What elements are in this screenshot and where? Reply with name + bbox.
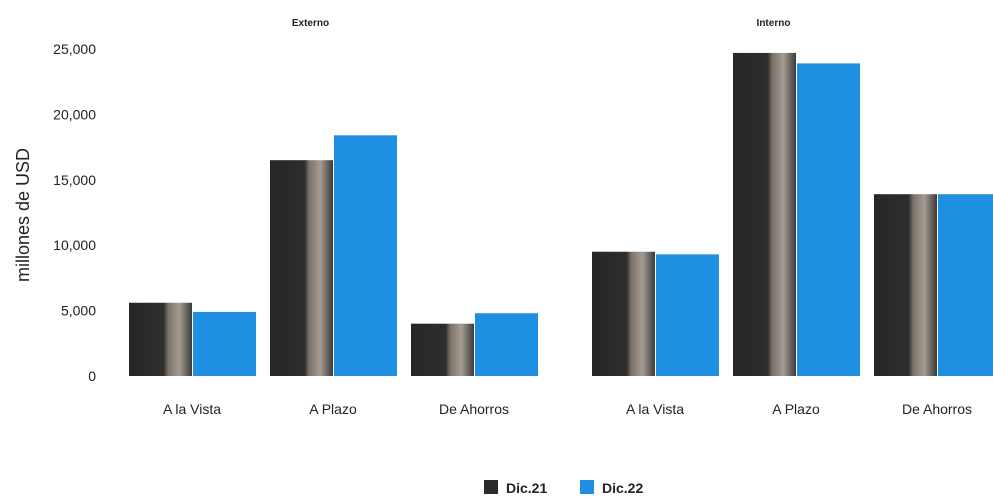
bar bbox=[797, 63, 860, 376]
legend-swatch bbox=[484, 480, 498, 494]
x-tick-label: A la Vista bbox=[163, 401, 221, 417]
y-tick-label: 10,000 bbox=[53, 237, 96, 253]
x-tick-label: A Plazo bbox=[772, 401, 820, 417]
panel-0: Externo A la Vista A Plazo De Ahorros bbox=[129, 18, 538, 417]
panel-title: Externo bbox=[292, 18, 329, 29]
bar bbox=[656, 254, 719, 376]
bar bbox=[475, 313, 538, 376]
bar bbox=[592, 251, 655, 376]
y-tick-label: 25,000 bbox=[53, 41, 96, 57]
panel-title: Interno bbox=[757, 18, 791, 29]
legend: Dic.21 Dic.22 bbox=[484, 480, 643, 496]
y-tick-label: 20,000 bbox=[53, 106, 96, 122]
bar bbox=[334, 135, 397, 376]
x-tick-label: De Ahorros bbox=[439, 401, 509, 417]
panel-1: Interno A la Vista A Plazo De Ahorros bbox=[592, 18, 993, 417]
x-tick-label: A la Vista bbox=[626, 401, 684, 417]
bar bbox=[874, 194, 937, 376]
y-tick-label: 5,000 bbox=[61, 303, 96, 319]
y-axis-ticks: 0 5,000 10,000 15,000 20,000 25,000 bbox=[53, 41, 96, 384]
bar bbox=[193, 311, 256, 376]
legend-label: Dic.21 bbox=[506, 480, 547, 496]
y-tick-label: 0 bbox=[88, 368, 96, 384]
x-tick-label: De Ahorros bbox=[902, 401, 972, 417]
bar bbox=[270, 160, 333, 376]
bar bbox=[938, 194, 993, 376]
bar bbox=[411, 323, 474, 376]
legend-label: Dic.22 bbox=[602, 480, 643, 496]
y-axis-label: millones de USD bbox=[13, 148, 33, 282]
y-tick-label: 15,000 bbox=[53, 172, 96, 188]
x-tick-label: A Plazo bbox=[309, 401, 357, 417]
bar bbox=[733, 52, 796, 376]
bar bbox=[129, 302, 192, 376]
legend-swatch bbox=[580, 480, 594, 494]
